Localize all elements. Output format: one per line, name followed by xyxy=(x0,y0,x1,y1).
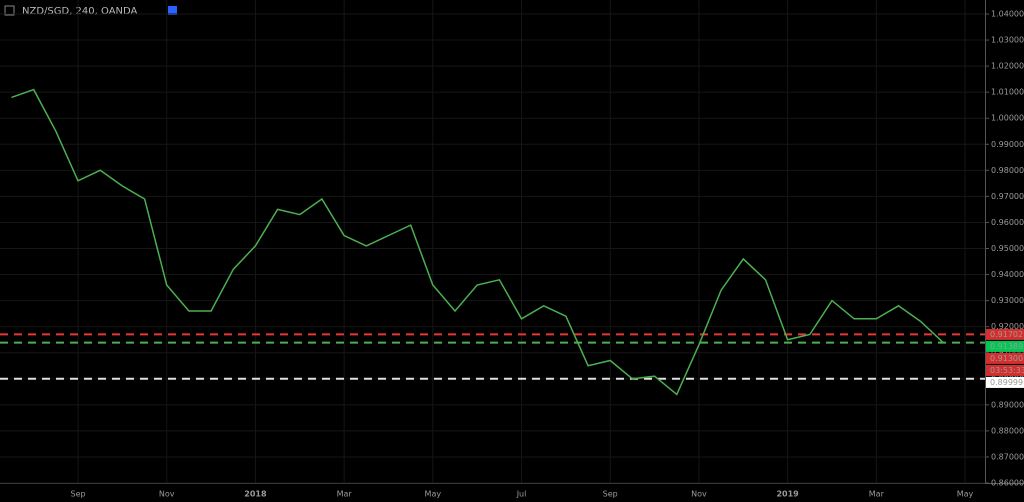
symbol-title: NZD/SGD, 240, OANDA xyxy=(22,6,138,17)
x-tick-label: May xyxy=(957,490,974,499)
y-tick-label: 0.88000 xyxy=(991,426,1024,435)
y-tick-label: 0.86000 xyxy=(991,479,1024,488)
x-tick-label: Nov xyxy=(691,490,707,499)
x-tick-label: Sep xyxy=(603,490,618,499)
y-tick-label: 0.87000 xyxy=(991,452,1024,461)
y-tick-label: 0.97000 xyxy=(991,192,1024,201)
x-tick-label: Mar xyxy=(337,490,353,499)
y-tick-label: 0.94000 xyxy=(991,270,1024,279)
price-tag xyxy=(986,352,1024,364)
price-tag xyxy=(986,376,1024,388)
countdown-tag xyxy=(986,364,1024,376)
price-tag-label: 0.91702 xyxy=(990,330,1023,339)
y-tick-label: 1.02000 xyxy=(991,62,1024,71)
x-tick-label: Sep xyxy=(70,490,85,499)
y-tick-label: 1.01000 xyxy=(991,88,1024,97)
y-tick-label: 1.00000 xyxy=(991,114,1024,123)
y-tick-label: 1.04000 xyxy=(991,10,1024,19)
price-tag-label: 0.91300 xyxy=(990,354,1023,363)
y-tick-label: 0.91000 xyxy=(991,348,1024,357)
price-tag xyxy=(986,328,1024,340)
price-tag xyxy=(986,340,1024,352)
price-line-series xyxy=(11,88,944,396)
y-tick-label: 0.95000 xyxy=(991,244,1024,253)
x-tick-label: Nov xyxy=(159,490,175,499)
y-tick-label: 0.96000 xyxy=(991,218,1024,227)
x-tick-label: May xyxy=(425,490,442,499)
y-tick-label: 1.03000 xyxy=(991,36,1024,45)
y-tick-label: 0.98000 xyxy=(991,166,1024,175)
x-tick-label: Mar xyxy=(869,490,885,499)
x-tick-label: 2019 xyxy=(776,490,799,499)
price-tag-label: 0.89999 xyxy=(990,378,1023,387)
x-tick-label: Jul xyxy=(516,490,527,499)
price-tag-label: 0.91389 xyxy=(990,342,1023,351)
collapse-icon[interactable] xyxy=(4,5,15,16)
y-tick-label: 0.93000 xyxy=(991,296,1024,305)
y-tick-label: 0.89000 xyxy=(991,400,1024,409)
y-tick-label: 0.99000 xyxy=(991,140,1024,149)
settings-icon[interactable] xyxy=(168,6,177,15)
x-tick-label: 2018 xyxy=(244,490,267,499)
y-tick-label: 0.92000 xyxy=(991,322,1024,331)
countdown: 03:53:33 xyxy=(990,366,1024,375)
